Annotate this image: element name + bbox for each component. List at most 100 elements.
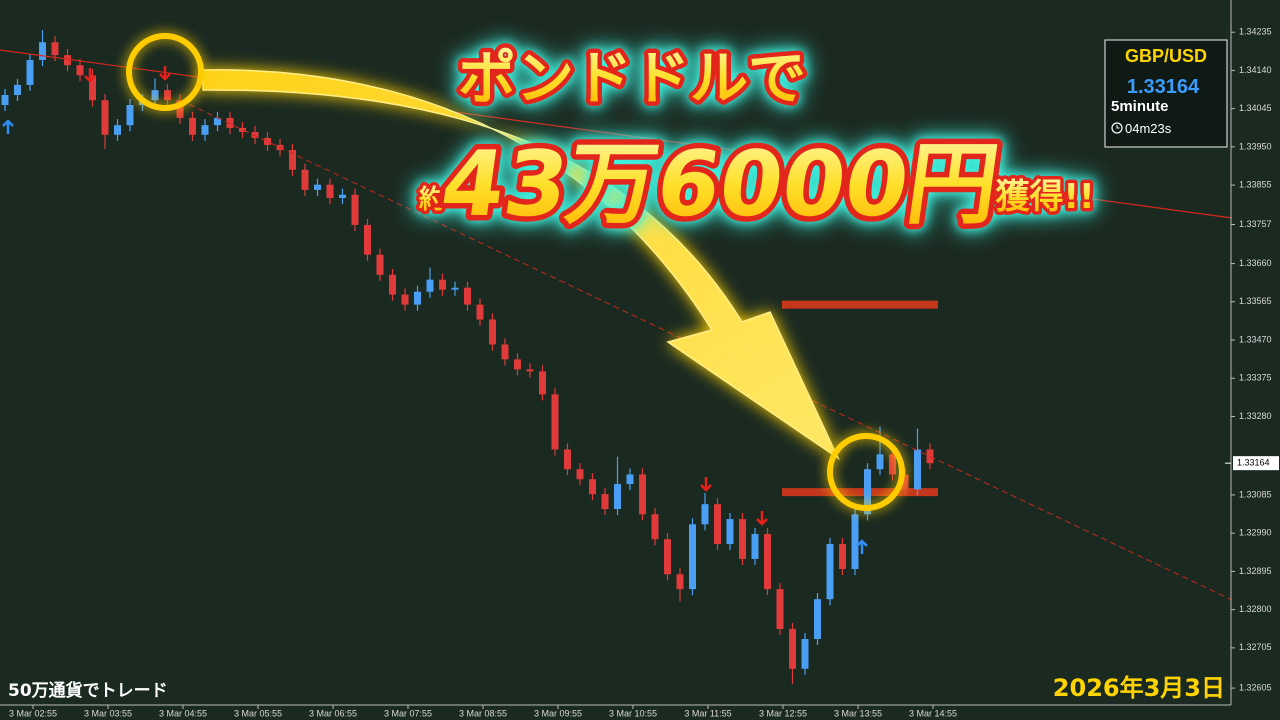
candle-body [439, 279, 446, 290]
candle-body [164, 90, 171, 101]
candle-body [764, 533, 771, 590]
plot-area [1, 30, 938, 685]
candle-body [676, 574, 684, 590]
candle-body [651, 514, 659, 540]
candle-body [901, 474, 909, 490]
candle-body [314, 184, 321, 190]
candle-body [789, 628, 796, 669]
x-tick-label: 3 Mar 02:55 [9, 708, 57, 718]
candle-body [876, 454, 884, 470]
candle-body [414, 291, 421, 305]
candle-body [776, 589, 784, 629]
candle-body [814, 599, 821, 640]
y-tick-label: 1.32605 [1239, 682, 1272, 692]
sell-signal [159, 66, 171, 81]
candle-body [326, 184, 334, 198]
candle-body [126, 105, 134, 126]
symbol: GBP/USD [1125, 46, 1207, 66]
headline: ポンドドルで 約 43万6000円 獲得!! [414, 40, 1098, 243]
current-price-label: 1.33164 [1237, 458, 1270, 468]
footer-note: 50万通貨でトレード [8, 680, 168, 701]
candle-body [1, 94, 9, 106]
y-tick-label: 1.33565 [1239, 296, 1272, 306]
candle-body [701, 504, 709, 525]
candle-body [826, 544, 834, 600]
candle-body [614, 484, 621, 510]
headline-amount: 43万6000円 [435, 132, 1005, 236]
candle-body [426, 279, 434, 292]
candle-body [726, 519, 734, 545]
x-tick-label: 3 Mar 03:55 [84, 708, 132, 718]
candle-body [76, 65, 84, 76]
candle-body [101, 100, 109, 135]
candle-body [176, 100, 184, 118]
x-tick-label: 3 Mar 06:55 [309, 708, 357, 718]
candle-body [226, 117, 234, 128]
buy-signal [2, 119, 14, 134]
y-tick-label: 1.32895 [1239, 566, 1272, 576]
y-tick-label: 1.32800 [1239, 604, 1272, 614]
candle-body [39, 42, 46, 60]
x-tick-label: 3 Mar 12:55 [759, 708, 807, 718]
x-tick-label: 3 Mar 09:55 [534, 708, 582, 718]
axes: 1.34235 1.34140 1.34045 1.33950 1.33855 1.337… [9, 27, 1279, 718]
info-price: 1.33164 [1127, 76, 1200, 98]
candle-body [251, 131, 259, 139]
headline-line1: ポンドドルで [458, 44, 806, 112]
candle-body [189, 117, 196, 135]
candle-body [514, 359, 521, 370]
candle-body [526, 369, 534, 372]
candle-body [14, 84, 21, 95]
timeframe: 5minute [1111, 98, 1169, 115]
candle-body [289, 150, 296, 170]
candle-body [889, 454, 896, 475]
price-level [782, 488, 938, 497]
y-tick-label: 1.32990 [1239, 528, 1272, 538]
candle-body [914, 449, 921, 490]
candle-body [689, 524, 696, 590]
candle-body [851, 514, 859, 569]
candle-body [664, 539, 671, 575]
candle-body [589, 479, 596, 495]
candle-body [864, 469, 871, 515]
sell-signal [700, 477, 712, 492]
sell-signal [756, 511, 768, 526]
sell-signal [84, 68, 96, 83]
x-tick-label: 3 Mar 13:55 [834, 708, 882, 718]
y-tick-label: 1.32705 [1239, 642, 1272, 652]
candle-body [489, 319, 496, 345]
x-tick-label: 3 Mar 14:55 [909, 708, 957, 718]
clock-icon [1111, 122, 1123, 134]
candle-body [64, 55, 71, 66]
candle-body [201, 125, 209, 135]
candle-body [151, 90, 159, 101]
candle-body [714, 504, 721, 545]
candle-body [364, 224, 371, 255]
y-tick-label: 1.34140 [1239, 65, 1272, 75]
x-tick-label: 3 Mar 05:55 [234, 708, 282, 718]
x-tick-label: 3 Mar 04:55 [159, 708, 207, 718]
candle-body [214, 117, 221, 126]
current-price-box [1233, 456, 1279, 471]
candle-body [576, 469, 584, 480]
candle-body [51, 42, 59, 56]
price-level [782, 300, 938, 309]
clock-hands [1116, 125, 1120, 129]
countdown: 04m23s [1125, 121, 1172, 136]
headline-suffix: 獲得!! [994, 177, 1094, 217]
candle-body [539, 371, 546, 395]
candle-body [464, 287, 471, 305]
y-tick-label: 1.33085 [1239, 489, 1272, 499]
candle-body [639, 474, 646, 515]
x-tick-label: 3 Mar 10:55 [609, 708, 657, 718]
candle-body [351, 194, 359, 225]
date: 2026年3月3日 [1053, 674, 1225, 702]
buy-signal [856, 539, 868, 554]
candle-body [264, 138, 271, 145]
candle-body [114, 125, 121, 135]
highlight-arrow [202, 69, 840, 461]
y-tick-label: 1.33855 [1239, 179, 1272, 189]
